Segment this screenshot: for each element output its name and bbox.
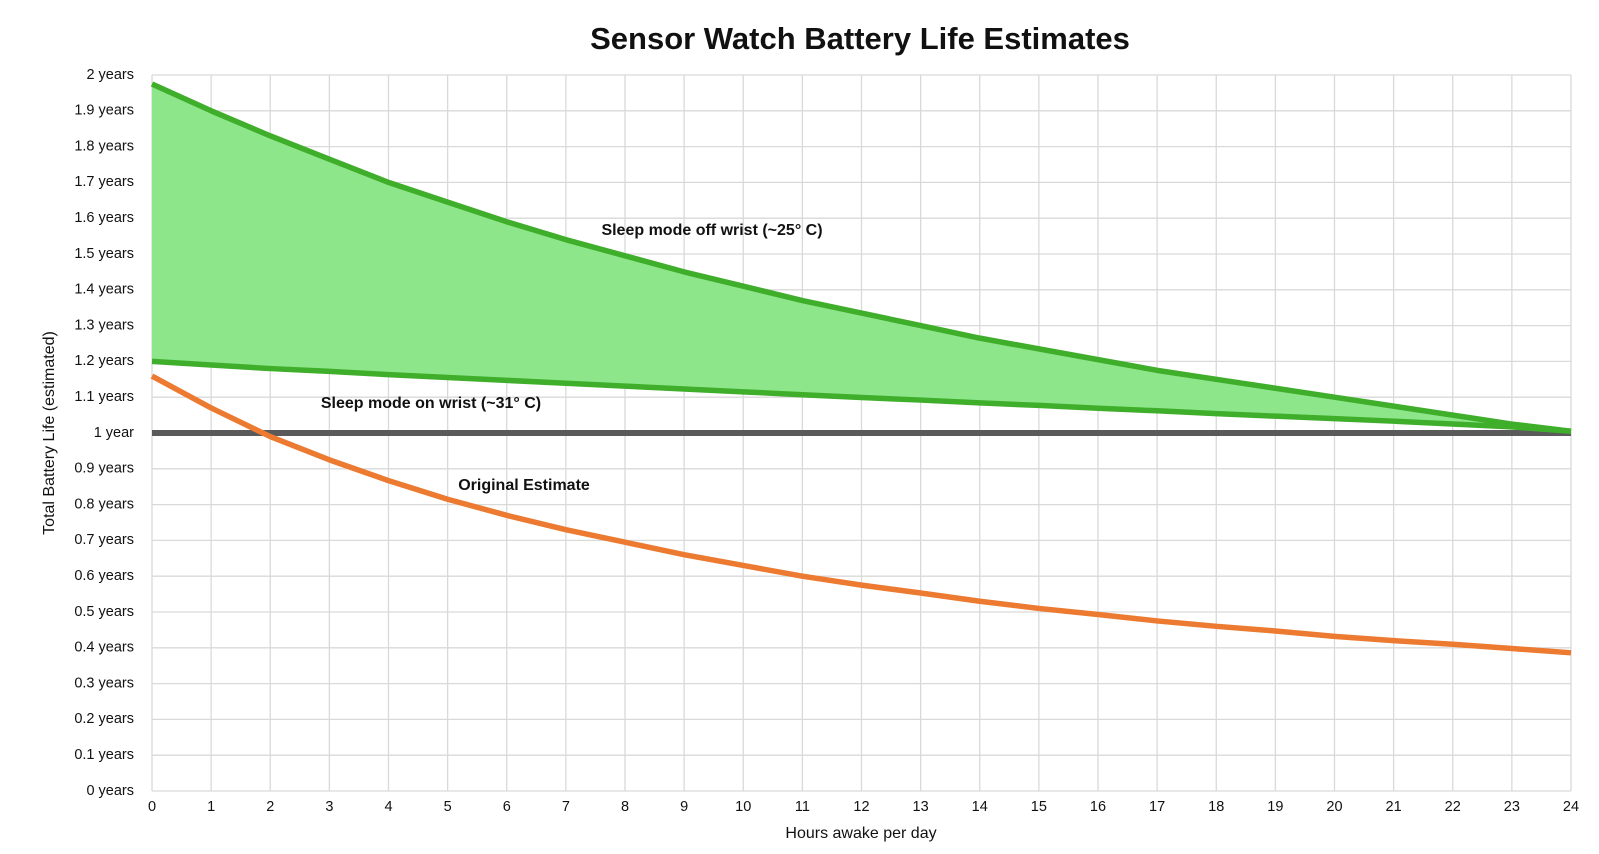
x-tick-label: 6 <box>503 799 511 815</box>
y-tick-label: 1 year <box>94 425 134 441</box>
area-fill <box>152 83 1571 432</box>
series-line <box>150 81 1572 434</box>
x-tick-label: 13 <box>913 799 929 815</box>
x-tick-label: 17 <box>1149 799 1165 815</box>
x-tick-label: 3 <box>325 799 333 815</box>
x-tick-label: 15 <box>1031 799 1047 815</box>
x-tick-label: 22 <box>1445 799 1461 815</box>
x-tick-label: 16 <box>1090 799 1106 815</box>
x-tick-label: 14 <box>972 799 988 815</box>
x-tick-label: 11 <box>795 799 810 815</box>
y-tick-label: 1.1 years <box>74 389 134 405</box>
y-tick-label: 0 years <box>86 783 134 799</box>
chart-title: Sensor Watch Battery Life Estimates <box>590 21 1130 56</box>
y-tick-label: 1.6 years <box>74 210 134 226</box>
y-tick-label: 1.2 years <box>74 353 134 369</box>
x-tick-label: 18 <box>1208 799 1224 815</box>
y-tick-label: 0.9 years <box>74 461 134 477</box>
x-tick-label: 20 <box>1326 799 1342 815</box>
series-label: Sleep mode off wrist (~25° C) <box>601 222 822 239</box>
x-tick-label: 23 <box>1504 799 1520 815</box>
series-label: Original Estimate <box>458 477 590 494</box>
x-tick-label: 12 <box>853 799 869 815</box>
series-line <box>150 373 1572 656</box>
x-tick-label: 2 <box>266 799 274 815</box>
series-line <box>151 358 1572 434</box>
y-tick-label: 1.4 years <box>74 282 134 298</box>
y-axis-label: Total Battery Life (estimated) <box>41 331 58 535</box>
y-tick-label: 2 years <box>86 67 134 83</box>
x-tick-label: 9 <box>680 799 688 815</box>
y-tick-label: 1.3 years <box>74 317 134 333</box>
x-tick-label: 8 <box>621 799 629 815</box>
x-tick-label: 24 <box>1563 799 1579 815</box>
y-tick-label: 0.5 years <box>74 604 134 620</box>
y-tick-label: 1.8 years <box>74 138 134 154</box>
y-tick-label: 0.6 years <box>74 568 134 584</box>
series-label: Sleep mode on wrist (~31° C) <box>321 395 541 412</box>
x-tick-label: 21 <box>1386 799 1402 815</box>
y-tick-label: 1.7 years <box>74 174 134 190</box>
y-tick-label: 0.7 years <box>74 532 134 548</box>
x-tick-label: 19 <box>1267 799 1283 815</box>
x-tick-label: 7 <box>562 799 570 815</box>
y-tick-label: 0.1 years <box>74 747 134 763</box>
x-tick-label: 1 <box>207 799 215 815</box>
y-tick-label: 0.3 years <box>74 675 134 691</box>
y-tick-label: 0.4 years <box>74 640 134 656</box>
x-tick-label: 0 <box>148 799 156 815</box>
x-tick-label: 4 <box>384 799 392 815</box>
y-tick-label: 0.2 years <box>74 711 134 727</box>
y-tick-label: 1.9 years <box>74 103 134 119</box>
y-tick-label: 0.8 years <box>74 496 134 512</box>
x-tick-label: 5 <box>444 799 452 815</box>
x-axis-label: Hours awake per day <box>785 825 936 842</box>
y-tick-label: 1.5 years <box>74 246 134 262</box>
x-tick-label: 10 <box>735 799 751 815</box>
